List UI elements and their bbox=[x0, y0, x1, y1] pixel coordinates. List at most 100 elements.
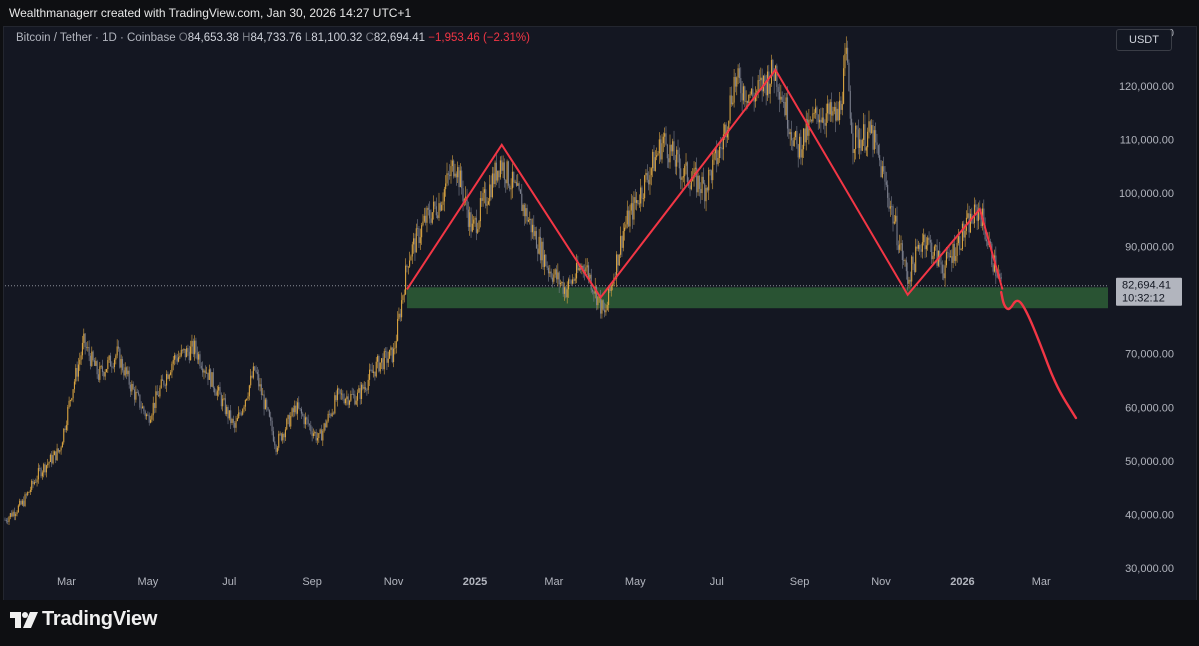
open-value: 84,653.38 bbox=[187, 32, 239, 44]
candle-body bbox=[533, 224, 535, 237]
candle-body bbox=[244, 399, 246, 407]
candle-body bbox=[836, 108, 838, 121]
candle-body bbox=[844, 53, 846, 69]
candle-body bbox=[634, 197, 636, 203]
candle-body bbox=[957, 236, 959, 244]
candle-body bbox=[501, 160, 503, 171]
candle-body bbox=[159, 387, 161, 397]
candle-body bbox=[517, 183, 519, 186]
candle-body bbox=[557, 272, 559, 280]
candle-body bbox=[788, 128, 790, 135]
candle-body bbox=[389, 349, 391, 359]
candle-body bbox=[732, 102, 734, 105]
close-label: C bbox=[365, 32, 374, 44]
candle-body bbox=[696, 167, 698, 193]
candle-body bbox=[692, 178, 694, 182]
candle-body bbox=[275, 445, 277, 452]
candle-body bbox=[697, 175, 699, 193]
candle-body bbox=[295, 405, 297, 414]
candle-body bbox=[286, 419, 288, 430]
candle-body bbox=[327, 413, 329, 422]
candle-body bbox=[625, 224, 627, 228]
candle-body bbox=[505, 179, 507, 184]
candle-body bbox=[839, 100, 841, 121]
candle-body bbox=[346, 396, 348, 400]
candle-body bbox=[579, 268, 582, 270]
candle-body bbox=[454, 173, 456, 177]
candle-body bbox=[438, 203, 440, 218]
candle-body bbox=[370, 369, 372, 371]
candle-body bbox=[545, 254, 547, 267]
candle-body bbox=[288, 415, 290, 427]
candle-body bbox=[145, 414, 148, 417]
candle-body bbox=[519, 189, 521, 194]
candle-body bbox=[602, 300, 604, 310]
candle-body bbox=[768, 71, 770, 94]
candle-body bbox=[203, 370, 205, 373]
candle-body bbox=[772, 60, 774, 75]
tradingview-brand[interactable]: TradingView bbox=[42, 608, 158, 630]
candle-body bbox=[537, 248, 539, 254]
candle-body bbox=[919, 244, 921, 250]
candle-body bbox=[191, 340, 193, 347]
projection-curve[interactable] bbox=[999, 290, 1078, 420]
candle-body bbox=[506, 161, 508, 184]
candle-body bbox=[340, 393, 343, 395]
candle-body bbox=[433, 201, 435, 213]
candle-body bbox=[150, 419, 152, 423]
candle-body bbox=[183, 348, 185, 351]
high-label: H bbox=[242, 32, 251, 44]
candle-body bbox=[847, 47, 849, 63]
candle-body bbox=[338, 388, 340, 390]
candle-body bbox=[891, 206, 893, 208]
candle-body bbox=[547, 267, 550, 274]
candle-body bbox=[491, 173, 493, 198]
candle-body bbox=[493, 173, 495, 185]
candle-body bbox=[644, 175, 646, 199]
candle-body bbox=[569, 279, 571, 281]
candle-body bbox=[786, 97, 789, 129]
candle-body bbox=[664, 133, 666, 137]
candle-body bbox=[144, 411, 146, 417]
candle-body bbox=[302, 413, 304, 416]
candle-body bbox=[538, 236, 540, 254]
candle-body bbox=[571, 279, 574, 284]
candle-body bbox=[658, 139, 660, 154]
candle-body bbox=[531, 224, 534, 233]
tradingview-logo-icon[interactable] bbox=[10, 612, 38, 628]
candle-body bbox=[107, 360, 109, 370]
candle-body bbox=[641, 187, 643, 199]
candle-body bbox=[549, 271, 551, 274]
candle-body bbox=[597, 296, 599, 306]
candle-body bbox=[563, 287, 566, 294]
candle-body bbox=[608, 287, 610, 306]
candle-body bbox=[381, 358, 383, 363]
candle-body bbox=[887, 184, 889, 198]
candle-body bbox=[190, 346, 192, 361]
candle-body bbox=[833, 106, 835, 112]
candle-body bbox=[773, 74, 775, 81]
candle-body bbox=[406, 265, 408, 267]
candle-body bbox=[382, 358, 384, 370]
candle-body bbox=[867, 131, 869, 148]
candle-body bbox=[429, 209, 431, 219]
chart-pane[interactable] bbox=[3, 26, 1197, 601]
candle-body bbox=[178, 357, 180, 362]
support-zone[interactable] bbox=[406, 287, 1108, 309]
candle-body bbox=[399, 313, 401, 318]
candle-body bbox=[99, 366, 101, 380]
candle-body bbox=[13, 511, 15, 517]
currency-button[interactable]: USDT bbox=[1116, 29, 1172, 51]
candle-body bbox=[669, 144, 671, 163]
pattern-trendline[interactable] bbox=[406, 68, 1004, 300]
candle-body bbox=[485, 189, 487, 206]
candle-body bbox=[450, 166, 452, 177]
candle-body bbox=[587, 265, 590, 279]
candle-body bbox=[15, 514, 17, 517]
candle-body bbox=[989, 241, 992, 244]
candle-body bbox=[87, 347, 89, 348]
candle-body bbox=[843, 68, 845, 104]
candle-body bbox=[721, 148, 723, 150]
candle-body bbox=[200, 365, 202, 369]
